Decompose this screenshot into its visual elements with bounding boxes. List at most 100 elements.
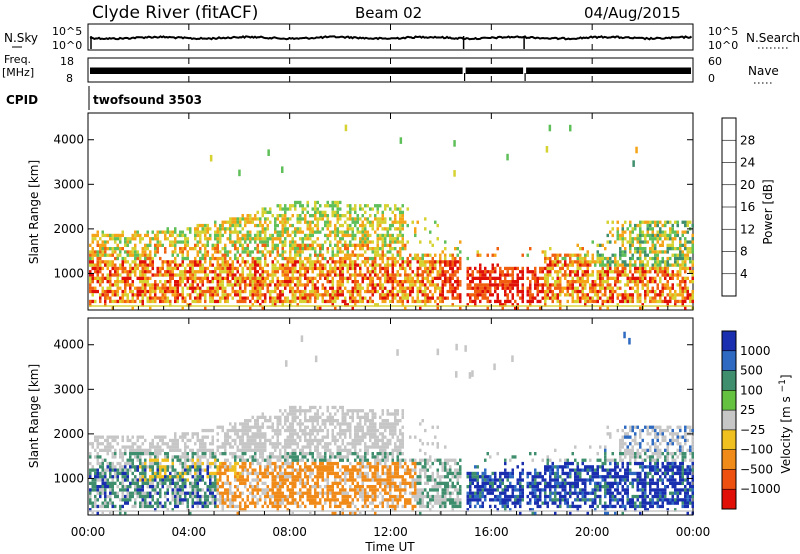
heatmap-cell <box>104 475 107 479</box>
heatmap-cell <box>679 266 682 271</box>
heatmap-cell <box>194 471 197 476</box>
heatmap-cell <box>106 461 109 466</box>
heatmap-cell <box>379 223 382 228</box>
heatmap-cell <box>379 293 382 297</box>
heatmap-cell <box>101 485 104 489</box>
heatmap-cell <box>104 438 107 443</box>
heatmap-cell <box>206 465 209 469</box>
heatmap-cell <box>154 488 157 492</box>
heatmap-cell <box>261 240 264 244</box>
heatmap-cell <box>529 303 532 307</box>
heatmap-cell <box>569 260 572 264</box>
heatmap-cell <box>306 276 309 280</box>
heatmap-cell <box>264 256 267 261</box>
heatmap-cell <box>354 289 357 294</box>
heatmap-cell <box>516 289 519 294</box>
heatmap-cell <box>686 286 689 290</box>
heatmap-cell <box>181 501 184 505</box>
heatmap-cell <box>346 210 349 214</box>
heatmap-cell <box>159 296 162 300</box>
heatmap-cell <box>156 455 159 459</box>
heatmap-cell <box>401 220 404 224</box>
heatmap-cell <box>676 283 679 287</box>
heatmap-cell <box>449 266 452 271</box>
heatmap-cell <box>134 256 137 261</box>
heatmap-cell <box>134 299 137 304</box>
heatmap-cell <box>238 169 241 177</box>
heatmap-cell <box>691 273 694 277</box>
heatmap-cell <box>606 220 609 224</box>
heatmap-cell <box>689 240 692 244</box>
heatmap-cell <box>679 247 682 251</box>
heatmap-cell <box>164 230 167 234</box>
heatmap-cell <box>234 498 237 502</box>
heatmap-cell <box>236 435 239 439</box>
heatmap-cell <box>129 458 132 462</box>
heatmap-cell <box>166 273 169 277</box>
heatmap-cell <box>274 461 277 466</box>
heatmap-cell <box>459 280 462 284</box>
heatmap-cell <box>149 286 152 290</box>
heatmap-cell <box>451 289 454 294</box>
heatmap-cell <box>269 471 272 476</box>
heatmap-cell <box>494 270 497 274</box>
heatmap-cell <box>99 478 102 482</box>
heatmap-cell <box>176 504 179 509</box>
heatmap-cell <box>391 256 394 261</box>
heatmap-cell <box>101 478 104 482</box>
heatmap-cell <box>154 445 157 449</box>
heatmap-cell <box>161 286 164 290</box>
heatmap-cell <box>264 465 267 469</box>
heatmap-cell <box>161 438 164 443</box>
heatmap-cell <box>116 468 119 472</box>
heatmap-cell <box>254 455 257 459</box>
heatmap-cell <box>246 243 249 247</box>
heatmap-cell <box>381 266 384 271</box>
heatmap-cell <box>551 253 554 257</box>
heatmap-cell <box>161 465 164 469</box>
heatmap-cell <box>256 458 259 462</box>
heatmap-cell <box>644 296 647 300</box>
heatmap-cell <box>386 256 389 261</box>
heatmap-cell <box>611 293 614 297</box>
heatmap-cell <box>286 260 289 264</box>
heatmap-cell <box>114 256 117 261</box>
heatmap-cell <box>111 438 114 443</box>
heatmap-cell <box>226 280 229 284</box>
heatmap-cell <box>276 501 279 505</box>
heatmap-cell <box>289 303 292 307</box>
heatmap-cell <box>126 293 129 297</box>
heatmap-cell <box>674 247 677 251</box>
heatmap-cell <box>174 237 177 241</box>
heatmap-cell <box>656 240 659 244</box>
heatmap-cell <box>331 303 334 307</box>
heatmap-cell <box>274 455 277 459</box>
heatmap-cell <box>146 253 149 257</box>
heatmap-cell <box>291 256 294 261</box>
heatmap-cell <box>274 247 277 251</box>
heatmap-cell <box>621 263 624 267</box>
heatmap-cell <box>616 280 619 284</box>
heatmap-cell <box>116 442 119 446</box>
heatmap-cell <box>189 276 192 280</box>
heatmap-cell <box>336 293 339 297</box>
heatmap-cell <box>321 299 324 304</box>
heatmap-cell <box>676 230 679 234</box>
heatmap-cell <box>109 461 112 466</box>
heatmap-cell <box>174 266 177 271</box>
heatmap-cell <box>651 299 654 304</box>
heatmap-cell <box>104 458 107 462</box>
heatmap-cell <box>289 276 292 280</box>
heatmap-cell <box>391 220 394 224</box>
heatmap-cell <box>409 286 412 290</box>
heatmap-cell <box>356 273 359 277</box>
heatmap-cell <box>256 485 259 489</box>
heatmap-cell <box>221 452 224 456</box>
heatmap-cell <box>661 286 664 290</box>
heatmap-cell <box>89 253 92 257</box>
heatmap-cell <box>191 455 194 459</box>
heatmap-cell <box>606 276 609 280</box>
heatmap-cell <box>166 286 169 290</box>
heatmap-cell <box>194 478 197 482</box>
heatmap-cell <box>169 233 172 238</box>
